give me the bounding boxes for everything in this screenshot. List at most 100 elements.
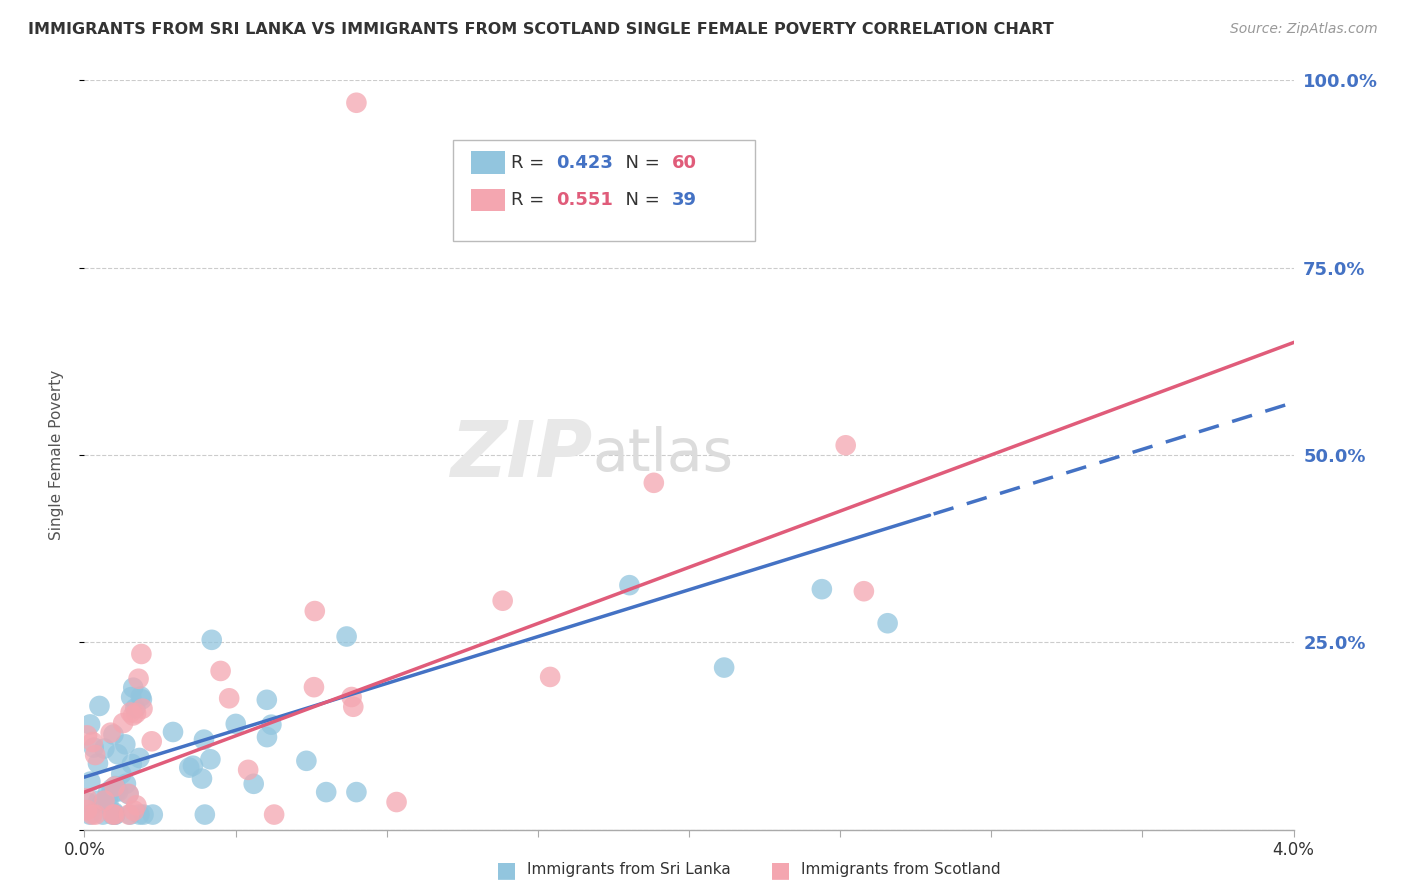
Point: [93, 794, 115, 808]
Point: [79, 774, 101, 789]
Text: R =: R =: [512, 191, 550, 209]
Point: [115, 777, 138, 791]
Point: [256, 730, 278, 744]
Point: [96, 791, 118, 805]
Point: [104, 807, 127, 822]
Point: [132, 807, 155, 822]
Point: [142, 807, 165, 822]
Point: [117, 787, 139, 801]
Point: [492, 593, 515, 607]
Point: [76, 803, 98, 817]
Point: [100, 725, 122, 739]
Point: [105, 784, 128, 798]
Point: [114, 737, 136, 751]
Point: [97, 796, 120, 810]
Text: N =: N =: [614, 153, 665, 171]
Text: 0.423: 0.423: [555, 153, 613, 171]
Point: [131, 701, 153, 715]
Point: [110, 767, 132, 781]
Point: [342, 699, 364, 714]
Point: [122, 708, 145, 723]
Point: [200, 752, 222, 766]
Point: [103, 805, 125, 820]
Point: [76, 796, 98, 810]
Point: [194, 807, 217, 822]
Text: Immigrants from Sri Lanka: Immigrants from Sri Lanka: [527, 863, 731, 877]
Point: [89, 698, 111, 713]
Point: [124, 701, 146, 715]
Text: R =: R =: [512, 153, 550, 171]
Point: [120, 690, 142, 705]
Point: [304, 604, 326, 618]
Point: [128, 807, 150, 822]
Point: [121, 756, 143, 771]
Point: [87, 794, 110, 808]
Point: [76, 728, 98, 742]
Text: ■: ■: [770, 860, 790, 880]
Point: [811, 582, 834, 597]
Point: [125, 706, 148, 721]
FancyBboxPatch shape: [453, 140, 755, 242]
Point: [128, 751, 150, 765]
Point: [713, 660, 735, 674]
Point: [302, 680, 325, 694]
Point: [76, 791, 98, 805]
Text: ZIP: ZIP: [450, 417, 592, 493]
Point: [79, 807, 101, 822]
Point: [125, 798, 148, 813]
Point: [131, 647, 153, 661]
Point: [83, 740, 105, 755]
Point: [117, 787, 139, 801]
Point: [295, 754, 318, 768]
Point: [242, 777, 264, 791]
Point: [193, 732, 215, 747]
Point: [129, 690, 152, 704]
Point: [346, 95, 368, 110]
Point: [260, 717, 283, 731]
Point: [112, 716, 135, 731]
Point: [131, 692, 153, 706]
Point: [643, 475, 665, 490]
Point: [97, 786, 120, 800]
Text: IMMIGRANTS FROM SRI LANKA VS IMMIGRANTS FROM SCOTLAND SINGLE FEMALE POVERTY CORR: IMMIGRANTS FROM SRI LANKA VS IMMIGRANTS …: [28, 22, 1054, 37]
Point: [82, 807, 104, 822]
Point: [87, 756, 110, 771]
Point: [162, 725, 184, 739]
Point: [346, 785, 368, 799]
Point: [103, 807, 125, 822]
Point: [84, 807, 107, 822]
Point: [93, 741, 115, 756]
Point: [179, 761, 201, 775]
Text: 39: 39: [672, 191, 697, 209]
Text: N =: N =: [614, 191, 665, 209]
Bar: [471, 152, 505, 174]
Text: ■: ■: [496, 860, 516, 880]
Point: [619, 578, 641, 592]
Point: [128, 672, 150, 686]
Point: [181, 758, 204, 772]
Point: [538, 670, 561, 684]
Point: [191, 772, 214, 786]
Point: [340, 690, 363, 704]
Point: [82, 735, 104, 749]
Text: atlas: atlas: [592, 426, 733, 483]
Point: [120, 807, 142, 822]
Text: Immigrants from Scotland: Immigrants from Scotland: [801, 863, 1001, 877]
Point: [141, 734, 163, 748]
Point: [852, 584, 875, 599]
Point: [120, 706, 142, 720]
Point: [256, 693, 278, 707]
Point: [315, 785, 337, 799]
Point: [122, 681, 145, 695]
Y-axis label: Single Female Poverty: Single Female Poverty: [49, 370, 63, 540]
Point: [876, 616, 898, 631]
Point: [91, 807, 114, 822]
Point: [100, 781, 122, 796]
Point: [107, 747, 129, 762]
Point: [225, 717, 247, 731]
Point: [79, 717, 101, 731]
Text: 0.551: 0.551: [555, 191, 613, 209]
Point: [90, 797, 112, 811]
Point: [101, 807, 124, 822]
Point: [101, 807, 124, 822]
